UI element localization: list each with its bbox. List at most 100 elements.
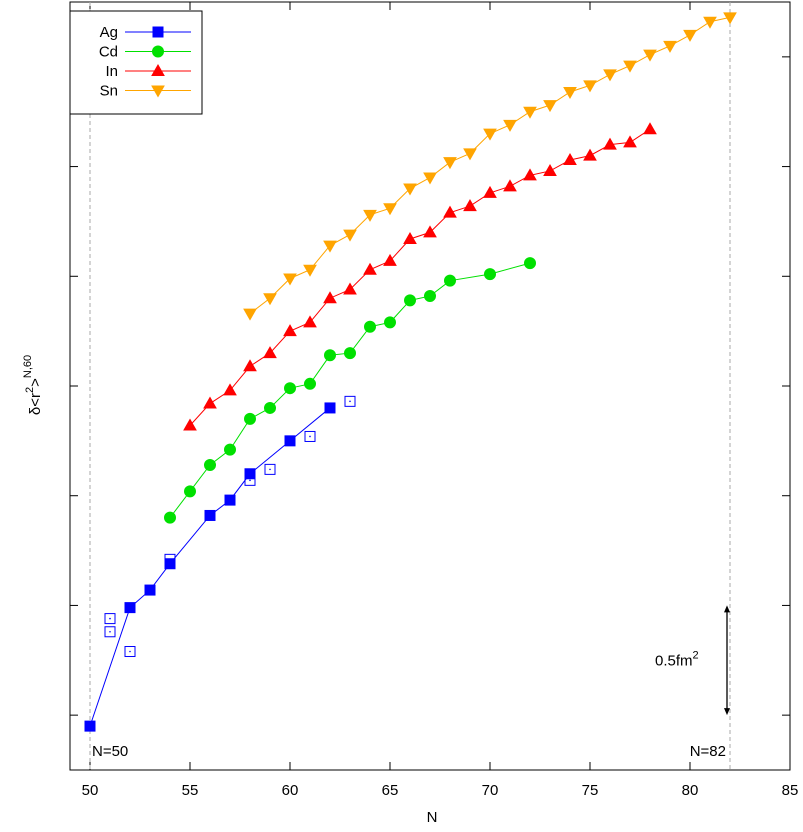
y-label-sup: N,60 [22, 355, 34, 378]
marker [364, 320, 376, 333]
open-marker [104, 626, 116, 638]
legend-marker [152, 26, 164, 38]
marker [443, 205, 457, 218]
marker-dot [129, 650, 131, 653]
marker [184, 485, 196, 498]
x-tick-label: 50 [82, 782, 99, 799]
marker [363, 262, 377, 275]
legend-label: Sn [100, 83, 118, 100]
open-marker [104, 613, 116, 625]
open-marker [344, 395, 356, 407]
open-marker [124, 646, 136, 658]
marker [643, 49, 657, 62]
marker [523, 168, 537, 181]
legend-marker [152, 45, 164, 58]
marker [144, 584, 156, 596]
marker [243, 359, 257, 372]
marker [284, 435, 296, 447]
marker [363, 209, 377, 222]
marker [603, 137, 617, 150]
marker [563, 152, 577, 165]
marker [423, 225, 437, 238]
x-tick-label: 80 [682, 782, 699, 799]
marker [563, 86, 577, 99]
marker [224, 443, 236, 456]
scale-bar-arrow [724, 605, 730, 613]
open-marker [264, 463, 276, 475]
marker [263, 293, 277, 306]
legend-label: Ag [100, 24, 118, 41]
marker [703, 16, 717, 29]
marker [444, 274, 456, 287]
marker-dot [109, 630, 111, 633]
marker [304, 377, 316, 390]
marker [283, 324, 297, 337]
marker-dot [269, 468, 271, 471]
y-axis-label: δ<r2>N,60 [22, 355, 44, 415]
open-marker [304, 430, 316, 442]
marker [383, 203, 397, 216]
marker [223, 383, 237, 396]
marker [643, 122, 657, 135]
marker [423, 172, 437, 185]
marker [263, 346, 277, 359]
y-label-part: δ<r [27, 393, 44, 415]
marker [264, 401, 276, 414]
marker [323, 240, 337, 253]
marker [244, 468, 256, 480]
marker [303, 315, 317, 328]
marker [603, 69, 617, 82]
marker [404, 294, 416, 307]
marker-dot [249, 479, 251, 482]
scale-bar-arrow [724, 708, 730, 716]
marker [324, 402, 336, 414]
marker [244, 412, 256, 425]
marker-dot [309, 435, 311, 438]
x-tick-label: 55 [182, 782, 199, 799]
marker [283, 273, 297, 286]
marker [164, 558, 176, 570]
marker [303, 264, 317, 277]
marker [424, 290, 436, 303]
x-tick-label: 85 [782, 782, 799, 799]
x-tick-label: 70 [482, 782, 499, 799]
marker-dot [349, 400, 351, 403]
y-label-part: > [27, 378, 44, 387]
annotation: N=50 [92, 743, 128, 760]
marker [403, 231, 417, 244]
marker [503, 179, 517, 192]
marker [623, 135, 637, 148]
marker [124, 602, 136, 614]
marker [523, 106, 537, 119]
marker [443, 157, 457, 170]
marker [383, 253, 397, 266]
marker [583, 80, 597, 93]
marker [543, 163, 557, 176]
marker [343, 229, 357, 242]
marker [284, 382, 296, 395]
marker [683, 29, 697, 42]
marker [483, 128, 497, 141]
series-line [169, 262, 531, 518]
marker [323, 291, 337, 304]
marker [503, 119, 517, 132]
marker-dot [169, 558, 171, 561]
marker [384, 316, 396, 329]
series-line [89, 407, 331, 727]
x-axis-label: N [427, 809, 438, 826]
marker [524, 257, 536, 270]
series-line [189, 128, 651, 426]
marker [204, 509, 216, 521]
marker [463, 199, 477, 212]
marker [343, 282, 357, 295]
marker [583, 148, 597, 161]
x-tick-label: 60 [282, 782, 299, 799]
legend-label: In [105, 63, 118, 80]
marker [164, 511, 176, 524]
marker [84, 720, 96, 732]
y-label-sup: 2 [24, 387, 36, 393]
x-tick-label: 65 [382, 782, 399, 799]
marker [483, 185, 497, 198]
legend-marker [151, 85, 165, 98]
